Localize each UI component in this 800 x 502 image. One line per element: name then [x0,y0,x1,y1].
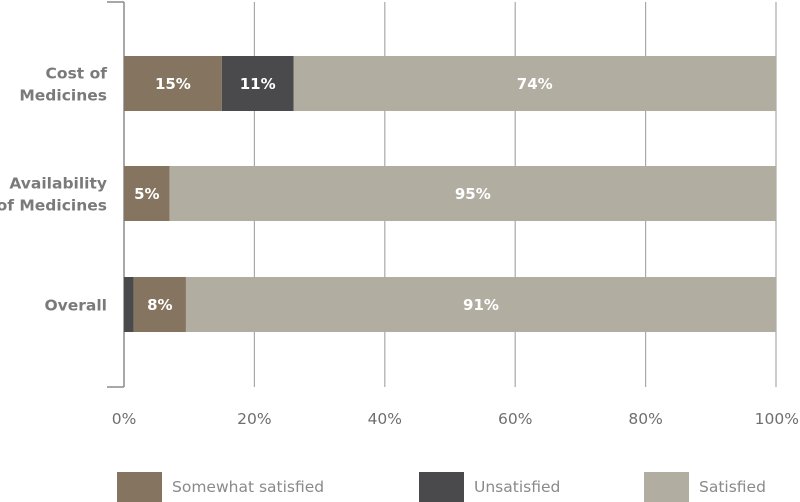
category-label: of Medicines [0,197,107,215]
category-label: Overall [44,297,107,315]
x-tick-label: 60% [498,410,532,428]
data-label: 15% [155,75,191,93]
data-label: 74% [517,75,553,93]
category-label: Cost of [46,65,108,83]
data-label: 91% [463,296,499,314]
bar-segment-somewhat-satisfied [124,166,170,221]
bar-segment-unsatisfied [221,56,294,111]
legend-label: Unsatisfied [474,478,560,496]
x-tick-label: 40% [368,410,402,428]
bar-segment-unsatisfied [124,277,134,332]
bar-segment-somewhat-satisfied [124,56,222,111]
data-label: 11% [240,75,276,93]
category-label: Availability [9,175,107,193]
legend-label: Satisfied [699,478,766,496]
category-label: Medicines [19,87,107,105]
legend-swatch [117,472,162,502]
data-label: 5% [134,185,159,203]
x-tick-label: 0% [112,410,137,428]
legend-swatch [644,472,689,502]
bar-segment-satisfied [185,277,776,332]
legend-swatch [419,472,464,502]
data-label: 95% [455,185,491,203]
x-tick-label: 20% [237,410,271,428]
x-tick-label: 80% [628,410,662,428]
legend-label: Somewhat satisfied [172,478,324,496]
bar-segment-somewhat-satisfied [133,277,186,332]
bar-segment-satisfied [293,56,776,111]
x-tick-label: 100% [755,410,799,428]
bar-segment-satisfied [169,166,776,221]
data-label: 8% [147,296,172,314]
